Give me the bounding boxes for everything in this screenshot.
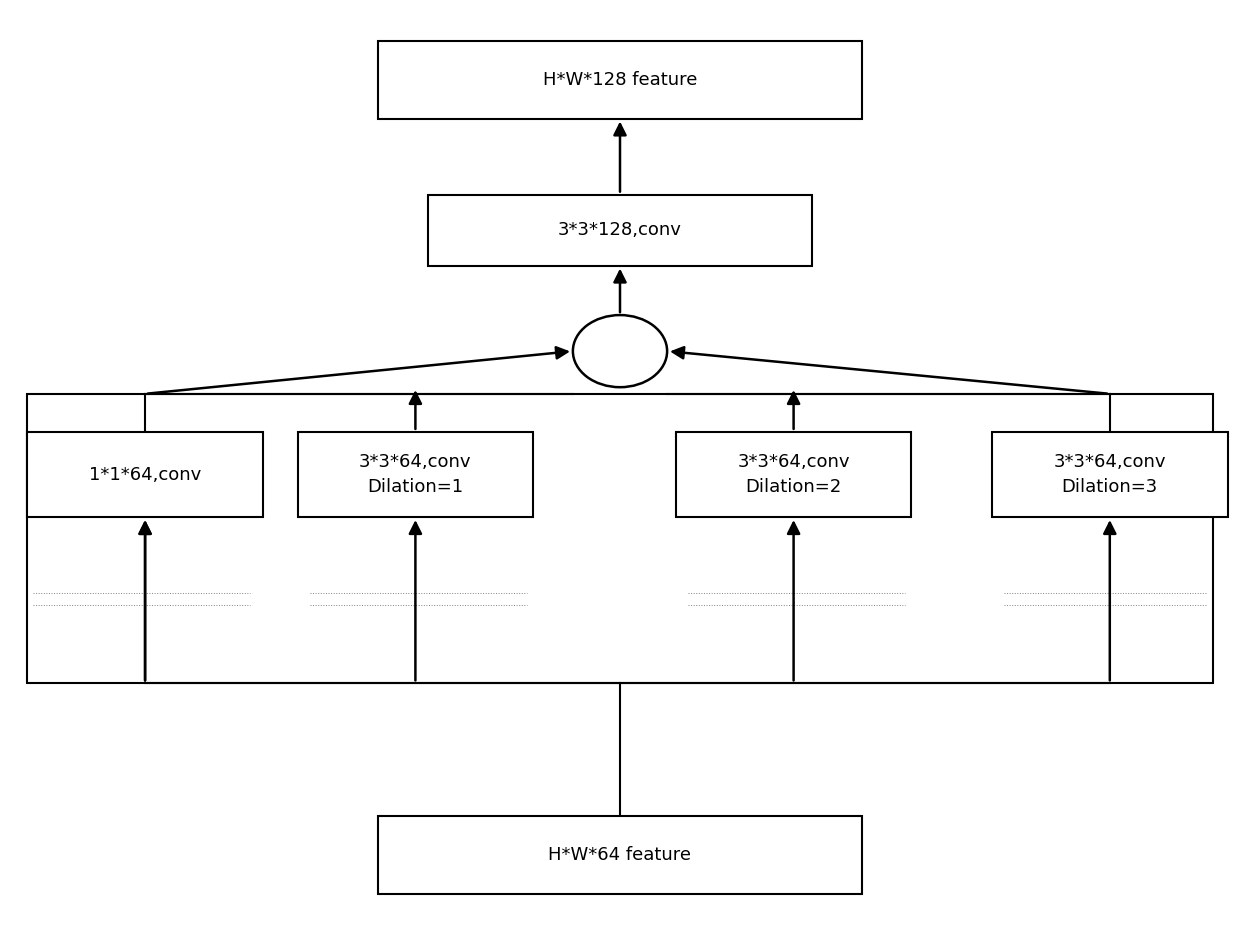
Bar xyxy=(27,432,263,517)
Bar xyxy=(992,432,1228,517)
Bar xyxy=(676,432,911,517)
Circle shape xyxy=(573,315,667,387)
Text: 3*3*64,conv
Dilation=2: 3*3*64,conv Dilation=2 xyxy=(738,453,849,496)
Bar xyxy=(378,816,862,894)
Text: 3*3*128,conv: 3*3*128,conv xyxy=(558,221,682,239)
Text: H*W*128 feature: H*W*128 feature xyxy=(543,71,697,88)
Text: 3*3*64,conv
Dilation=3: 3*3*64,conv Dilation=3 xyxy=(1054,453,1166,496)
Bar xyxy=(378,41,862,119)
Bar xyxy=(428,195,812,266)
Text: 1*1*64,conv: 1*1*64,conv xyxy=(89,466,201,483)
Bar xyxy=(27,394,1213,683)
Text: H*W*64 feature: H*W*64 feature xyxy=(548,847,692,864)
Text: 3*3*64,conv
Dilation=1: 3*3*64,conv Dilation=1 xyxy=(360,453,471,496)
Bar xyxy=(298,432,533,517)
